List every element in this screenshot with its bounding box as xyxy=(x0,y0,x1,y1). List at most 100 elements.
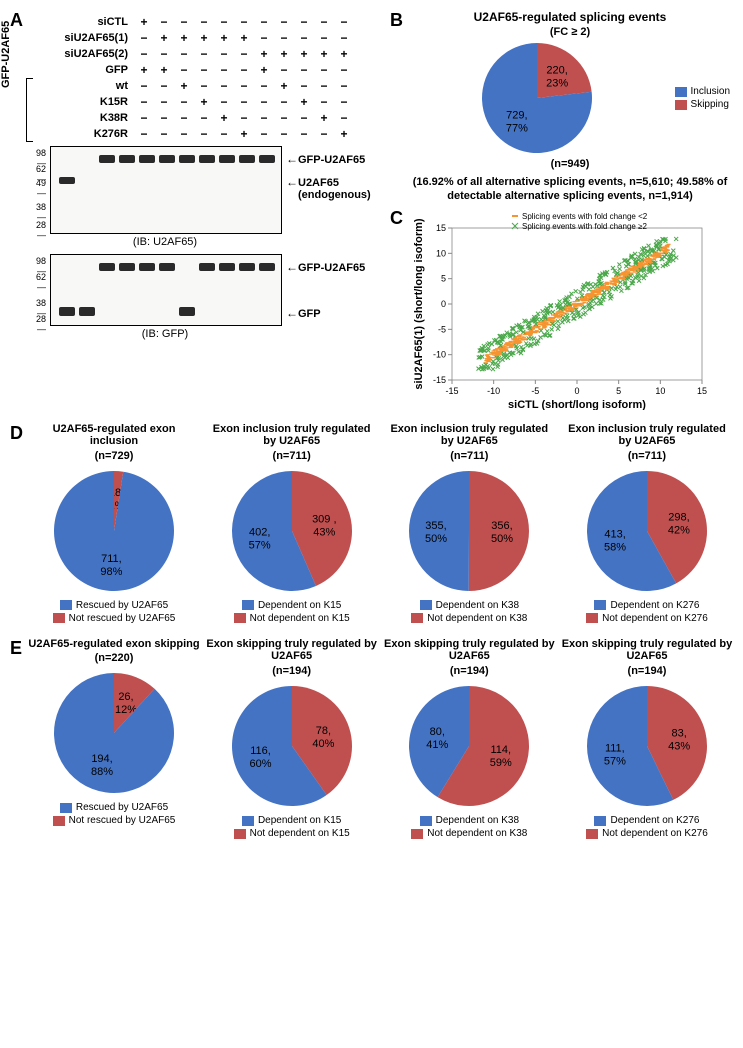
condition-cell: − xyxy=(234,63,254,77)
condition-cell: + xyxy=(174,31,194,45)
legend-text: Not dependent on K15 xyxy=(250,613,350,624)
legend-text: Inclusion xyxy=(691,86,730,97)
legend-item: Not dependent on K38 xyxy=(411,828,527,839)
pie-row-d: U2AF65-regulated exon inclusion (n=729) 18… xyxy=(28,423,733,624)
condition-cell: − xyxy=(334,63,354,77)
condition-cell: − xyxy=(334,15,354,29)
swatch xyxy=(242,600,254,610)
svg-text:-15: -15 xyxy=(445,386,458,396)
legend-item: Not rescued by U2AF65 xyxy=(53,815,176,826)
condition-cells: ++−−−−+−−−− xyxy=(134,63,354,77)
condition-cell: − xyxy=(214,15,234,29)
legend-text: Not dependent on K38 xyxy=(427,613,527,624)
legend-text: Not dependent on K38 xyxy=(427,828,527,839)
pie-n: (n=194) xyxy=(206,665,378,677)
condition-cell: − xyxy=(134,111,154,125)
condition-cell: − xyxy=(234,111,254,125)
blot2-arrow2: ←GFP xyxy=(286,306,321,320)
condition-cell: − xyxy=(334,95,354,109)
svg-text:-10: -10 xyxy=(433,349,446,359)
condition-cell: − xyxy=(274,31,294,45)
pie-col: U2AF65-regulated exon skipping(n=220)26,… xyxy=(28,638,200,839)
pie-n: (n=729) xyxy=(28,450,200,462)
condition-cell: − xyxy=(314,15,334,29)
legend-text: Skipping xyxy=(691,99,729,110)
svg-text:729,77%: 729,77% xyxy=(506,110,528,135)
pie-title: U2AF65-regulated exon inclusion xyxy=(28,423,200,448)
blot2-arrow1: ←GFP-U2AF65 xyxy=(286,260,365,274)
condition-cell: − xyxy=(254,15,274,29)
condition-cell: − xyxy=(274,63,294,77)
condition-cell: + xyxy=(194,95,214,109)
condition-label: GFP xyxy=(28,64,134,76)
legend-text: Dependent on K15 xyxy=(258,815,341,826)
legend-item: Dependent on K15 xyxy=(242,600,341,611)
condition-cells: −−−−−−+++++ xyxy=(134,47,354,61)
condition-cell: − xyxy=(314,31,334,45)
condition-cell: + xyxy=(334,127,354,141)
pie-title: Exon skipping truly regulated by U2AF65 xyxy=(383,638,555,663)
condition-cell: − xyxy=(234,79,254,93)
pie-col: Exon inclusion truly regulated by U2AF65… xyxy=(206,423,378,624)
condition-cell: + xyxy=(274,79,294,93)
condition-cell: + xyxy=(174,79,194,93)
pie-col: Exon inclusion truly regulated by U2AF65… xyxy=(383,423,555,624)
condition-row: siU2AF65(2)−−−−−−+++++ xyxy=(28,46,390,62)
legend-text: Rescued by U2AF65 xyxy=(76,802,168,813)
pie-chart: 309 ,43%402,57% xyxy=(217,466,367,596)
pie-n: (n=711) xyxy=(206,450,378,462)
top-row: A GFP-U2AF65 siCTL+−−−−−−−−−−siU2AF65(1)… xyxy=(10,10,733,413)
legend-item: Inclusion xyxy=(675,86,730,97)
panel-b-subtitle: (FC ≥ 2) xyxy=(410,26,730,38)
legend-text: Not rescued by U2AF65 xyxy=(69,613,176,624)
svg-text:-5: -5 xyxy=(531,386,539,396)
legend-text: Not dependent on K15 xyxy=(250,828,350,839)
blot1 xyxy=(50,146,282,234)
panel-b-title: U2AF65-regulated splicing events xyxy=(410,10,730,24)
condition-cell: − xyxy=(314,63,334,77)
condition-cell: − xyxy=(274,15,294,29)
pie-col: Exon skipping truly regulated by U2AF65(… xyxy=(206,638,378,839)
panel-b-pie-wrap: U2AF65-regulated splicing events (FC ≥ 2… xyxy=(410,10,730,204)
condition-cell: − xyxy=(294,63,314,77)
swatch xyxy=(53,816,65,826)
panel-e: E U2AF65-regulated exon skipping(n=220)2… xyxy=(10,638,733,839)
pie-chart: 18,2%711,98% xyxy=(39,466,189,596)
legend-item: Not dependent on K38 xyxy=(411,613,527,624)
condition-label: K38R xyxy=(28,112,134,124)
legend-text: Rescued by U2AF65 xyxy=(76,600,168,611)
swatch xyxy=(420,816,432,826)
condition-cell: − xyxy=(294,127,314,141)
condition-cell: − xyxy=(194,79,214,93)
blot1-arrow2: ←U2AF65(endogenous) xyxy=(286,176,371,201)
condition-cell: − xyxy=(214,79,234,93)
svg-text:siU2AF65(1) (short/long isofor: siU2AF65(1) (short/long isoform) xyxy=(413,218,425,389)
panel-b-label: B xyxy=(390,10,403,31)
pie-col: Exon inclusion truly regulated by U2AF65… xyxy=(561,423,733,624)
panel-a: A GFP-U2AF65 siCTL+−−−−−−−−−−siU2AF65(1)… xyxy=(10,10,390,413)
svg-text:194,88%: 194,88% xyxy=(91,753,113,778)
condition-cell: + xyxy=(314,111,334,125)
condition-label: siU2AF65(1) xyxy=(28,32,134,44)
condition-cell: + xyxy=(234,127,254,141)
panel-e-label: E xyxy=(10,638,22,659)
svg-text:114,59%: 114,59% xyxy=(490,744,512,769)
svg-text:15: 15 xyxy=(697,386,707,396)
condition-cell: − xyxy=(134,95,154,109)
panel-b-n: (n=949) xyxy=(410,158,730,170)
condition-cell: − xyxy=(154,111,174,125)
condition-cell: − xyxy=(274,127,294,141)
condition-grid: siCTL+−−−−−−−−−−siU2AF65(1)−+++++−−−−−si… xyxy=(28,14,390,142)
svg-text:5: 5 xyxy=(616,386,621,396)
legend-item: Skipping xyxy=(675,99,729,110)
scatter-plot: -15-10-5051015-15-10-5051015siCTL (short… xyxy=(410,210,710,410)
blot2-caption: (IB: GFP) xyxy=(50,328,280,340)
condition-row: K276R−−−−−+−−−−+ xyxy=(28,126,390,142)
condition-cell: − xyxy=(134,31,154,45)
condition-cell: + xyxy=(314,47,334,61)
condition-label: siCTL xyxy=(28,16,134,28)
pie-legend: Dependent on K15 Not dependent on K15 xyxy=(206,815,378,839)
condition-cell: + xyxy=(294,95,314,109)
legend-text: Not dependent on K276 xyxy=(602,613,708,624)
condition-cell: − xyxy=(194,111,214,125)
